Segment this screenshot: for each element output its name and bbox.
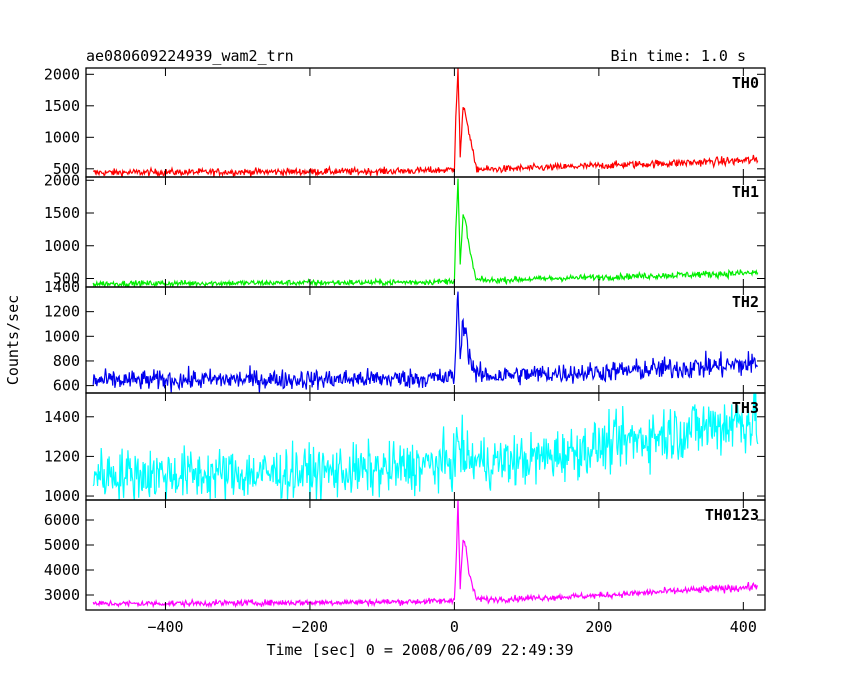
y-tick-label: 3000 bbox=[44, 586, 80, 604]
y-tick-label: 1400 bbox=[44, 408, 80, 426]
panel-frame bbox=[85, 499, 766, 611]
y-tick-label: 500 bbox=[53, 269, 80, 287]
panel-th3: 1000 1200 1400 TH3 bbox=[44, 392, 766, 505]
panel-frame bbox=[85, 176, 766, 288]
y-tick-label: 1500 bbox=[44, 97, 80, 115]
panel-th2: 600 800 1000 1200 1400 TH2 bbox=[44, 278, 766, 395]
bin-time-label: Bin time: 1.0 s bbox=[611, 47, 746, 65]
y-tick-label: 4000 bbox=[44, 561, 80, 579]
y-tick-label: 1000 bbox=[44, 237, 80, 255]
y-tick-label: 600 bbox=[53, 377, 80, 395]
x-axis-label: Time [sec] 0 = 2008/06/09 22:49:39 bbox=[266, 641, 573, 659]
y-tick-label: 1200 bbox=[44, 447, 80, 465]
panel-th0123: 3000 4000 5000 6000 TH0123 bbox=[44, 499, 766, 611]
y-tick-label: 6000 bbox=[44, 511, 80, 529]
series-line-th0 bbox=[92, 68, 759, 177]
x-tick-label: 200 bbox=[585, 618, 612, 636]
y-tick-label: 1000 bbox=[44, 128, 80, 146]
x-tick-label: −400 bbox=[147, 618, 183, 636]
y-tick-label: 2000 bbox=[44, 65, 80, 83]
x-tick-label: −200 bbox=[292, 618, 328, 636]
y-tick-label: 1000 bbox=[44, 487, 80, 505]
series-line-th1 bbox=[92, 178, 759, 287]
y-tick-label: 1200 bbox=[44, 303, 80, 321]
panel-label-th2: TH2 bbox=[732, 293, 759, 311]
series-line-th3 bbox=[92, 393, 759, 500]
y-tick-label: 5000 bbox=[44, 536, 80, 554]
y-tick-label: 2000 bbox=[44, 171, 80, 189]
y-axis-label: Counts/sec bbox=[4, 295, 22, 385]
panel-label-th0123: TH0123 bbox=[705, 506, 759, 524]
y-tick-label: 1400 bbox=[44, 278, 80, 296]
panel-th1: 500 1000 1500 2000 TH1 bbox=[44, 171, 766, 288]
x-tick-label: 0 bbox=[450, 618, 459, 636]
series-line-th0123 bbox=[92, 500, 759, 609]
y-tick-label: 500 bbox=[53, 160, 80, 178]
panel-label-th0: TH0 bbox=[732, 74, 759, 92]
panel-frame bbox=[85, 67, 766, 178]
y-tick-label: 1500 bbox=[44, 204, 80, 222]
panel-label-th3: TH3 bbox=[732, 399, 759, 417]
panel-th0: 500 1000 1500 2000 TH0 bbox=[44, 65, 766, 178]
x-tick-label: 400 bbox=[730, 618, 757, 636]
chart-title: ae080609224939_wam2_trn bbox=[86, 47, 294, 65]
series-line-th2 bbox=[92, 291, 758, 393]
y-tick-label: 800 bbox=[53, 352, 80, 370]
panel-label-th1: TH1 bbox=[732, 183, 759, 201]
y-tick-label: 1000 bbox=[44, 327, 80, 345]
